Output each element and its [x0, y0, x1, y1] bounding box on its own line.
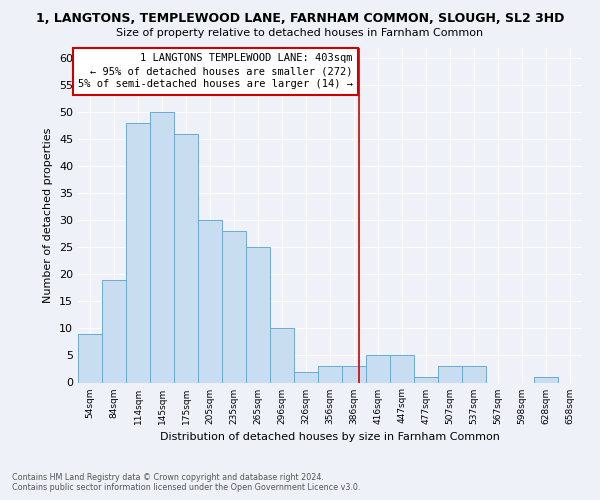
- Bar: [126, 123, 150, 382]
- Bar: [78, 334, 102, 382]
- Text: 1 LANGTONS TEMPLEWOOD LANE: 403sqm
← 95% of detached houses are smaller (272)
5%: 1 LANGTONS TEMPLEWOOD LANE: 403sqm ← 95%…: [78, 53, 353, 90]
- Text: Contains HM Land Registry data © Crown copyright and database right 2024.
Contai: Contains HM Land Registry data © Crown c…: [12, 473, 361, 492]
- Bar: [462, 366, 486, 382]
- Bar: [318, 366, 342, 382]
- Bar: [102, 280, 126, 382]
- Bar: [342, 366, 366, 382]
- X-axis label: Distribution of detached houses by size in Farnham Common: Distribution of detached houses by size …: [160, 432, 500, 442]
- Bar: [390, 356, 414, 382]
- Y-axis label: Number of detached properties: Number of detached properties: [43, 128, 53, 302]
- Bar: [534, 377, 558, 382]
- Bar: [294, 372, 318, 382]
- Bar: [438, 366, 462, 382]
- Bar: [366, 356, 390, 382]
- Bar: [414, 377, 438, 382]
- Bar: [150, 112, 174, 382]
- Bar: [270, 328, 294, 382]
- Bar: [246, 248, 270, 382]
- Text: Size of property relative to detached houses in Farnham Common: Size of property relative to detached ho…: [116, 28, 484, 38]
- Bar: [222, 231, 246, 382]
- Bar: [198, 220, 222, 382]
- Bar: [174, 134, 198, 382]
- Text: 1, LANGTONS, TEMPLEWOOD LANE, FARNHAM COMMON, SLOUGH, SL2 3HD: 1, LANGTONS, TEMPLEWOOD LANE, FARNHAM CO…: [36, 12, 564, 26]
